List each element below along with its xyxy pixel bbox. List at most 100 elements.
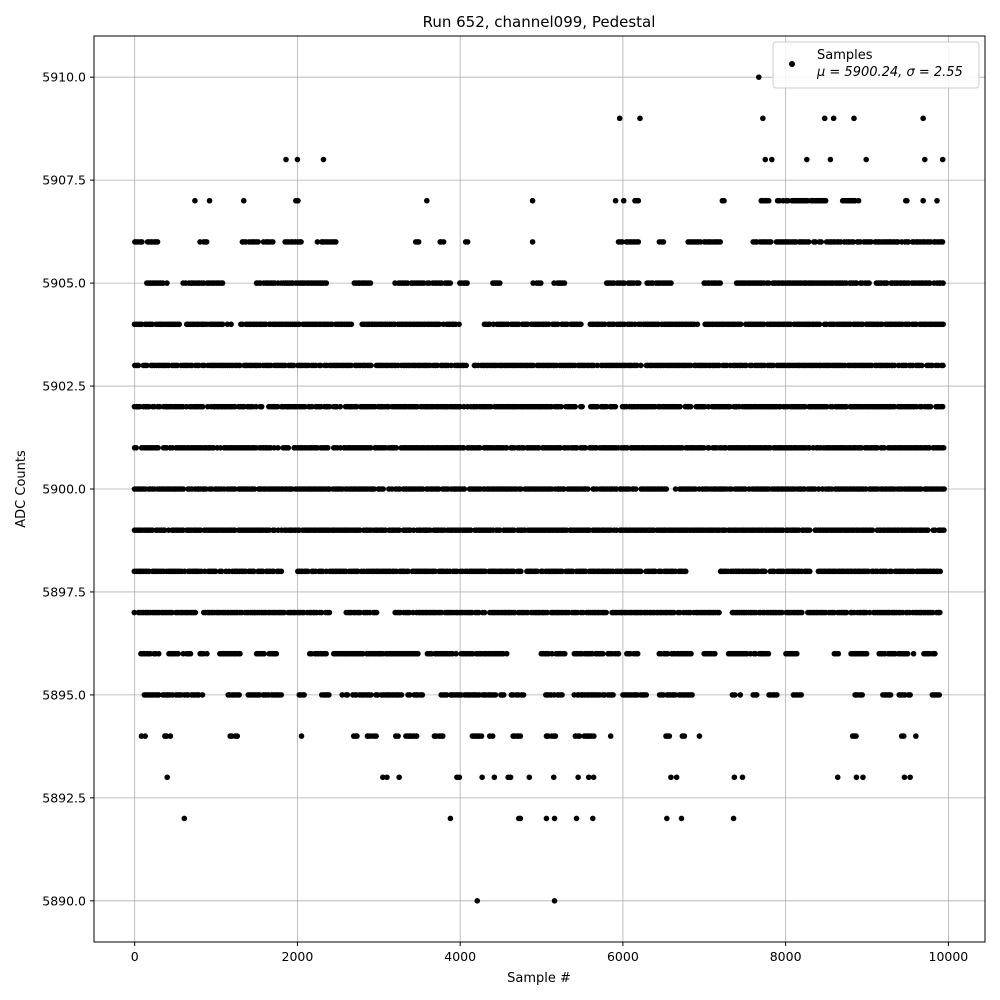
data-point	[175, 650, 181, 657]
data-point	[367, 445, 374, 451]
data-point	[769, 156, 775, 163]
data-point	[868, 239, 874, 245]
data-point	[154, 239, 161, 245]
data-point	[482, 568, 488, 575]
data-point	[415, 239, 422, 245]
data-point	[503, 445, 510, 451]
data-point	[440, 239, 447, 245]
data-point	[443, 692, 450, 698]
data-point	[827, 156, 834, 163]
data-point	[160, 280, 166, 286]
data-point	[371, 486, 377, 492]
data-point	[717, 239, 723, 245]
data-point	[396, 774, 402, 781]
data-point	[866, 280, 872, 286]
data-point	[863, 650, 870, 657]
data-point	[447, 280, 454, 286]
data-point	[486, 321, 493, 328]
data-point	[393, 445, 400, 451]
data-point	[681, 733, 688, 739]
data-point	[599, 650, 606, 657]
data-point	[517, 815, 524, 822]
data-point	[937, 609, 943, 616]
data-point	[760, 115, 766, 122]
x-tick-label: 0	[131, 949, 139, 964]
data-point	[557, 445, 564, 451]
data-point	[918, 486, 924, 492]
legend: Samples μ = 5900.24, σ = 2.55	[772, 41, 980, 89]
data-point	[785, 197, 791, 204]
data-point	[607, 733, 614, 739]
data-point	[526, 774, 533, 781]
data-point	[793, 650, 800, 657]
data-point	[447, 815, 454, 822]
data-point	[219, 321, 226, 328]
data-point	[731, 774, 738, 781]
data-point	[199, 692, 206, 698]
data-point	[187, 650, 194, 657]
data-point	[682, 568, 689, 575]
data-point	[881, 445, 888, 451]
x-tick-label: 6000	[607, 949, 639, 964]
data-point	[164, 774, 171, 781]
data-point	[578, 321, 584, 328]
data-point	[579, 403, 585, 410]
data-point	[468, 527, 474, 533]
data-point	[575, 774, 581, 781]
data-point	[273, 650, 280, 657]
data-point	[326, 403, 333, 410]
data-point	[904, 650, 911, 657]
data-point	[835, 650, 842, 657]
data-point	[632, 486, 639, 492]
data-point	[888, 568, 895, 575]
data-point	[294, 156, 301, 163]
data-point	[619, 239, 625, 245]
data-point	[517, 733, 524, 739]
data-point	[368, 692, 374, 698]
x-tick-label: 4000	[444, 949, 476, 964]
data-point	[529, 239, 536, 245]
data-point	[730, 815, 737, 822]
data-point	[737, 692, 744, 698]
x-tick-label: 8000	[770, 949, 802, 964]
data-point	[637, 568, 644, 575]
data-point	[237, 362, 243, 369]
data-point	[489, 733, 496, 739]
legend-series-label: Samples	[817, 48, 873, 63]
data-point	[721, 197, 727, 204]
data-point	[367, 280, 374, 286]
data-point	[612, 197, 619, 204]
data-point	[555, 321, 561, 328]
data-point	[939, 239, 946, 245]
data-point	[561, 280, 568, 286]
data-point	[637, 115, 643, 122]
data-point	[812, 239, 819, 245]
data-point	[712, 650, 718, 657]
data-point	[456, 774, 463, 781]
data-point	[474, 898, 481, 904]
data-point	[635, 197, 642, 204]
data-point	[192, 197, 198, 204]
data-point	[576, 733, 583, 739]
data-point	[407, 692, 413, 698]
data-point	[550, 774, 557, 781]
y-tick-label: 5890.0	[42, 893, 86, 908]
data-point	[590, 815, 596, 822]
data-point	[413, 733, 420, 739]
data-point	[863, 156, 869, 163]
data-point	[395, 733, 401, 739]
data-point	[460, 445, 467, 451]
data-point	[237, 650, 243, 657]
data-point	[439, 733, 446, 739]
data-point	[558, 403, 564, 410]
data-point	[616, 115, 623, 122]
data-point	[732, 692, 738, 698]
data-point	[320, 156, 327, 163]
data-point	[339, 692, 345, 698]
data-point	[925, 527, 931, 533]
data-point	[507, 774, 514, 781]
data-point	[635, 280, 642, 286]
data-point	[180, 486, 187, 492]
data-point	[218, 568, 225, 575]
